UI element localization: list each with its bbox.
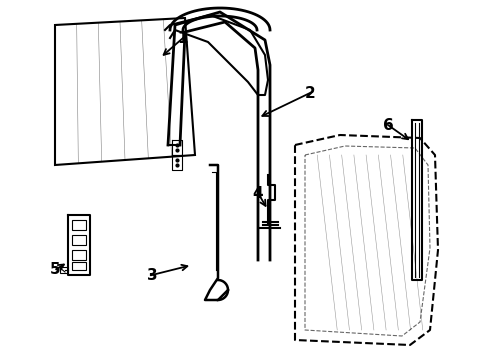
- Text: 3: 3: [147, 267, 157, 283]
- Bar: [60, 267, 68, 273]
- Bar: [72, 220, 86, 230]
- Text: 1: 1: [178, 31, 188, 45]
- Bar: [72, 235, 86, 245]
- Bar: [72, 250, 86, 260]
- Bar: [72, 262, 86, 270]
- Text: 5: 5: [49, 262, 60, 278]
- Text: 6: 6: [383, 117, 393, 132]
- Text: 4: 4: [253, 185, 263, 201]
- Text: 2: 2: [305, 86, 316, 100]
